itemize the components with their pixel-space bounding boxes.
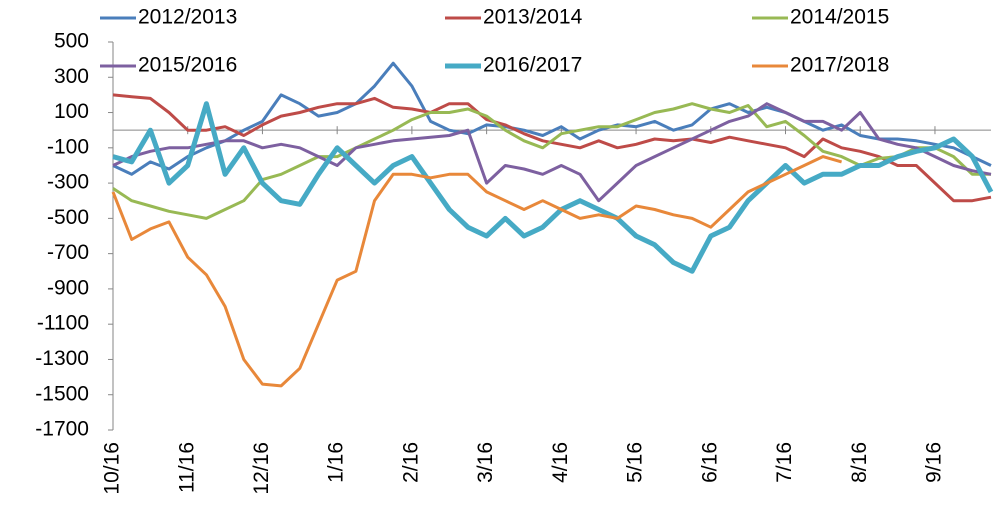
x-tick-label: 12/16 xyxy=(250,442,273,495)
x-tick-label: 11/16 xyxy=(175,442,198,493)
series-line xyxy=(112,61,992,176)
y-tick-label: 500 xyxy=(54,30,89,53)
y-tick-label: -1300 xyxy=(35,347,89,370)
legend-label: 2014/2015 xyxy=(790,6,889,29)
series-line xyxy=(112,101,994,274)
legend-label: 2016/2017 xyxy=(483,54,582,77)
x-tick-label: 10/16 xyxy=(101,442,124,495)
x-tick-label: 8/16 xyxy=(848,442,871,483)
x-tick-label: 2/16 xyxy=(399,442,422,483)
y-tick-label: -700 xyxy=(47,241,89,264)
x-tick-label: 6/16 xyxy=(698,442,721,483)
y-tick-label: -500 xyxy=(47,206,89,229)
x-tick-label: 9/16 xyxy=(923,442,946,483)
x-tick-label: 4/16 xyxy=(549,442,572,483)
y-tick-label: 300 xyxy=(54,65,89,88)
x-tick-label: 7/16 xyxy=(773,442,796,483)
y-tick-label: -1100 xyxy=(37,312,89,335)
y-tick-label: -100 xyxy=(47,135,89,158)
legend-label: 2015/2016 xyxy=(138,54,237,77)
series-line xyxy=(111,155,843,388)
legend-label: 2017/2018 xyxy=(790,54,889,77)
legend-label: 2013/2014 xyxy=(483,6,583,29)
y-tick-label: -900 xyxy=(47,276,89,299)
x-tick-label: 1/16 xyxy=(325,442,348,483)
y-tick-label: 100 xyxy=(54,100,89,123)
y-tick-label: -1500 xyxy=(35,382,89,405)
y-tick-label: -1700 xyxy=(35,418,89,441)
y-tick-label: -300 xyxy=(47,171,89,194)
legend-label: 2012/2013 xyxy=(138,6,237,29)
x-tick-label: 5/16 xyxy=(624,442,647,483)
series-line xyxy=(112,102,992,203)
series-line xyxy=(112,102,991,220)
x-tick-label: 3/16 xyxy=(474,442,497,483)
